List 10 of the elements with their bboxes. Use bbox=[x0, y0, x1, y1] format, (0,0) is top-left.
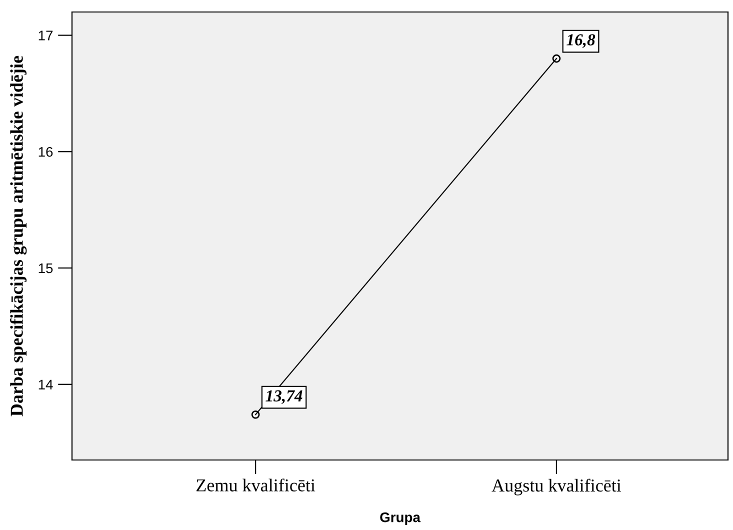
y-axis-title: Darba specifikācijas grupu aritmētiskie vidējie bbox=[10, 56, 27, 416]
y-tick-label: 15 bbox=[38, 263, 53, 274]
x-tick-label: Augstu kvalificēti bbox=[492, 478, 622, 496]
y-tick-label: 14 bbox=[38, 380, 53, 390]
data-label: 13,74 bbox=[266, 390, 302, 404]
y-tick-label: 17 bbox=[38, 30, 53, 40]
y-tick-label: 16 bbox=[38, 146, 53, 157]
data-label: 16,8 bbox=[566, 34, 596, 48]
x-axis-title: Grupa bbox=[380, 512, 421, 525]
x-tick-label: Zemu kvalificēti bbox=[196, 478, 316, 492]
